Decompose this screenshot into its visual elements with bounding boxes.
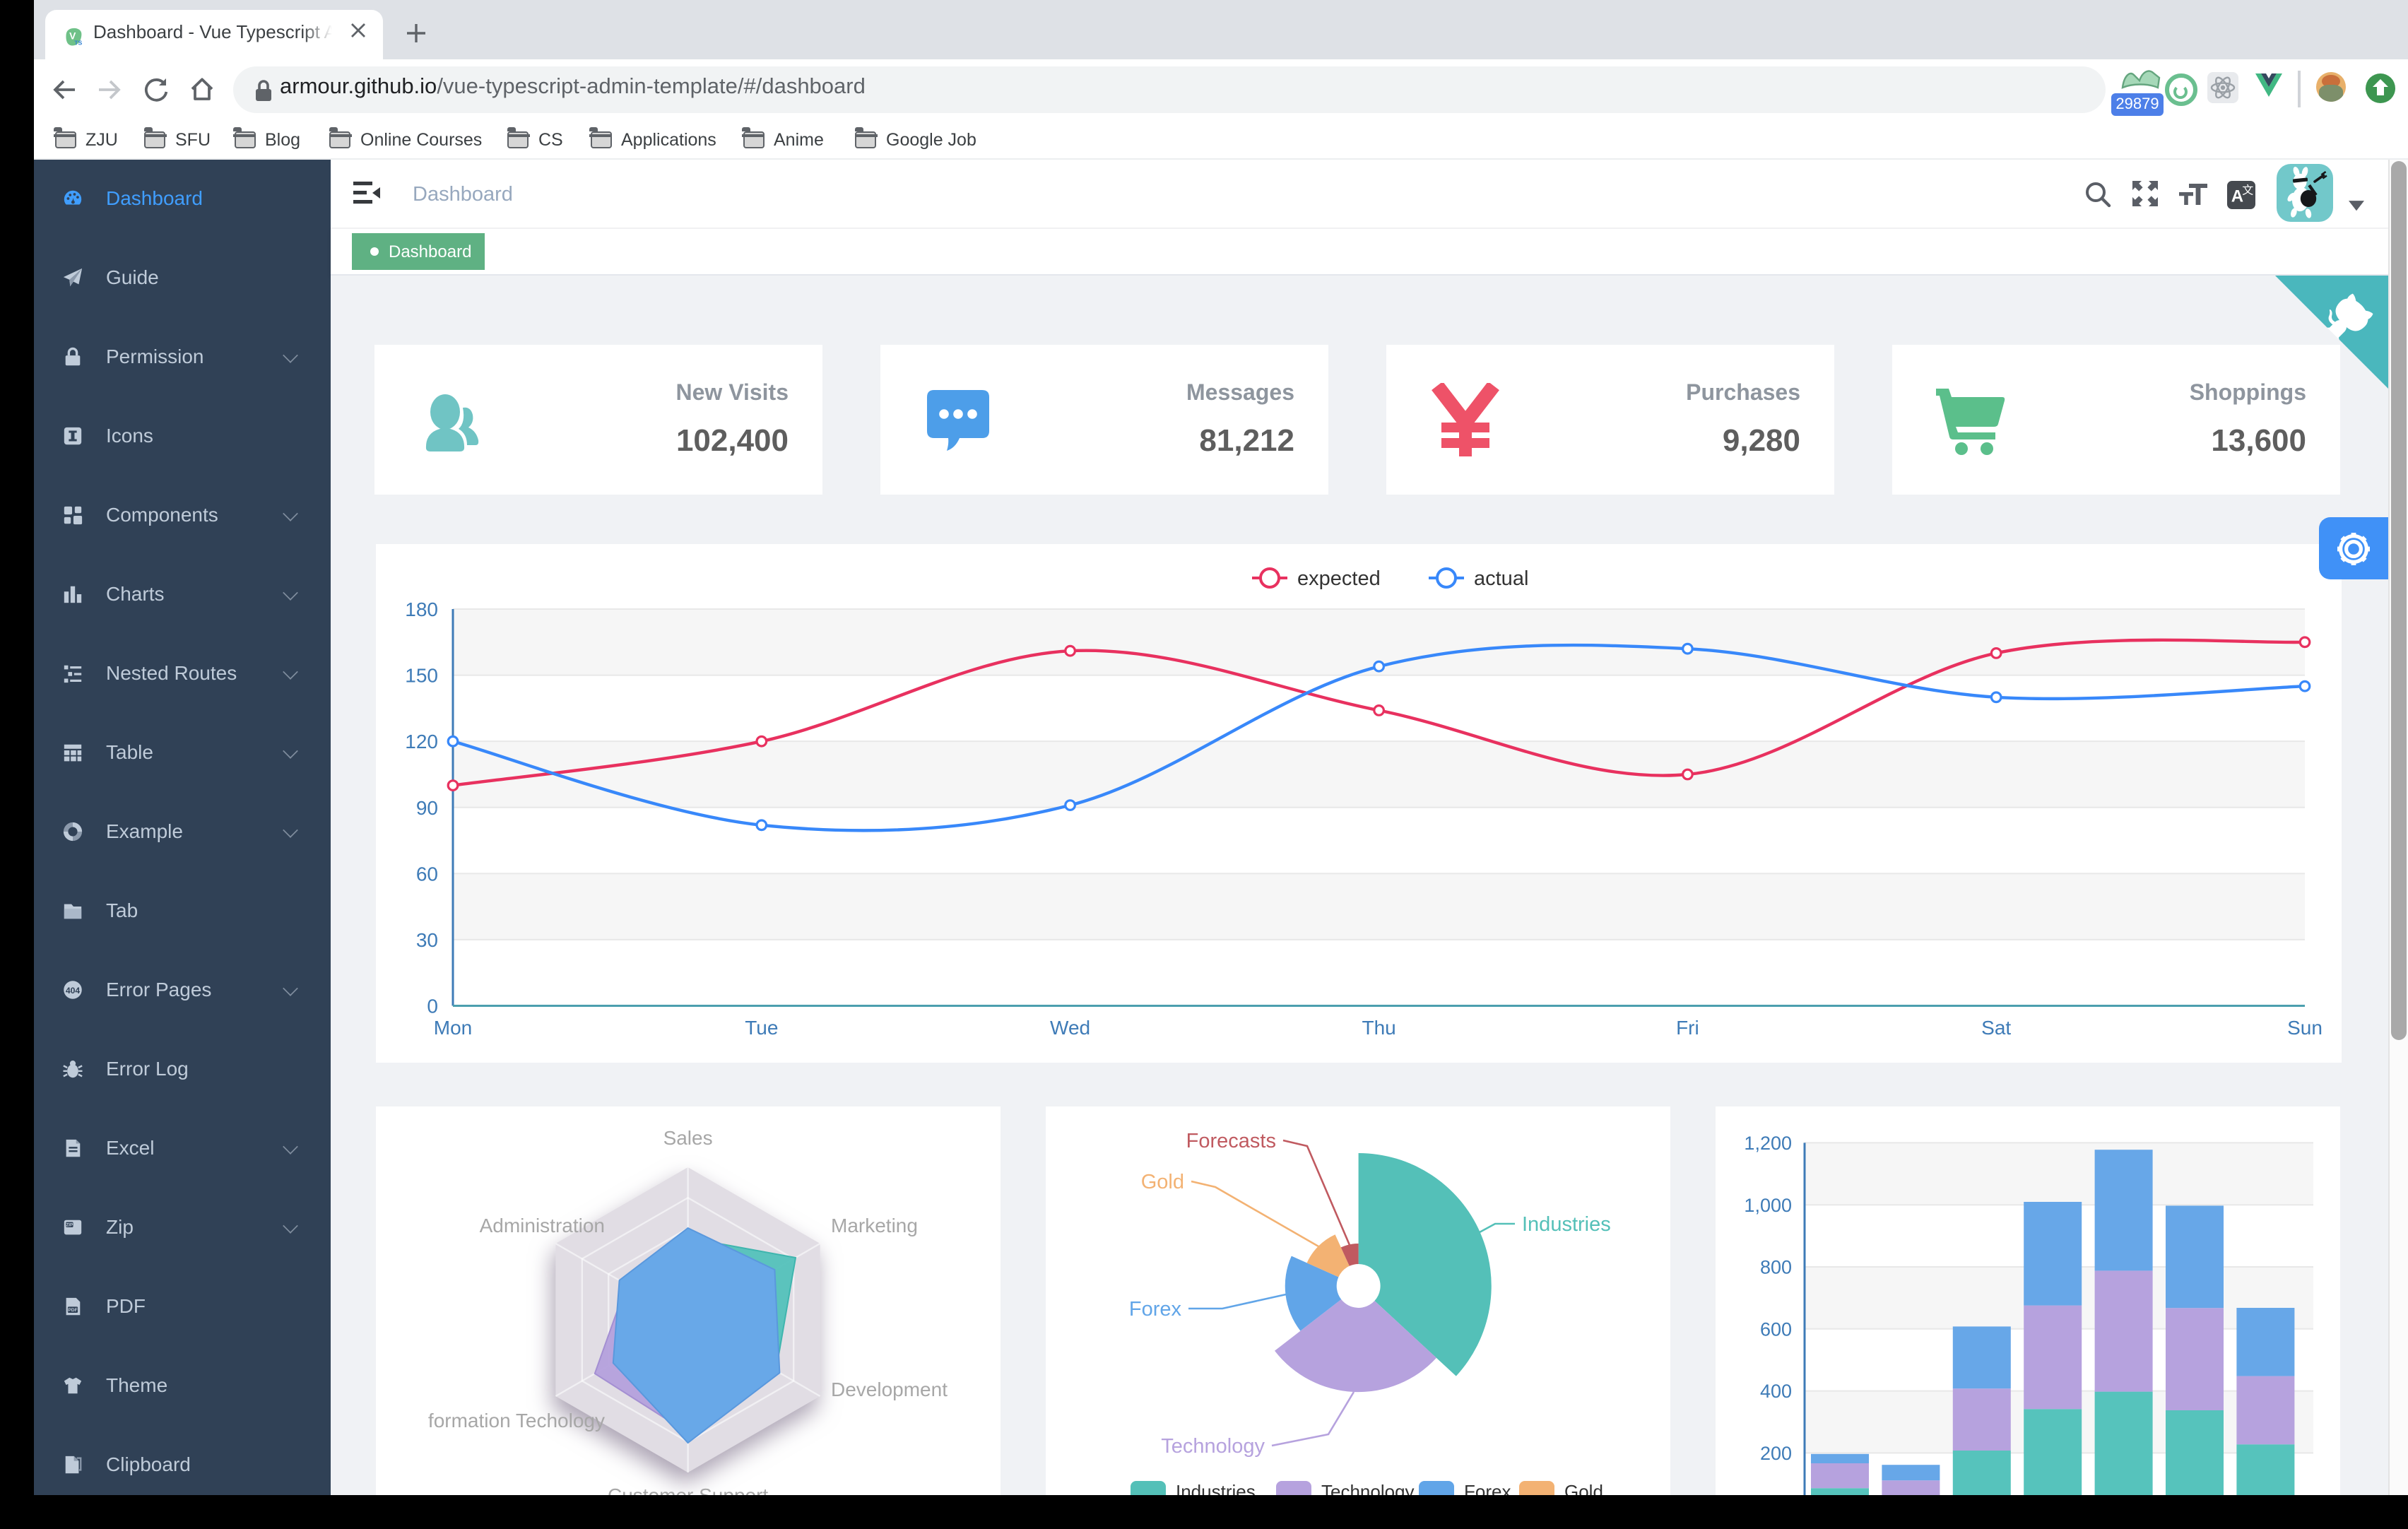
svg-text:Gold: Gold bbox=[1141, 1171, 1184, 1193]
svg-text:600: 600 bbox=[1761, 1318, 1793, 1340]
svg-text:150: 150 bbox=[405, 665, 438, 687]
svg-text:Development: Development bbox=[832, 1379, 948, 1400]
svg-text:Industries: Industries bbox=[1523, 1213, 1612, 1236]
svg-text:Sales: Sales bbox=[663, 1127, 713, 1149]
svg-text:文: 文 bbox=[2242, 184, 2253, 196]
svg-text:180: 180 bbox=[405, 598, 438, 620]
svg-text:actual: actual bbox=[1474, 567, 1528, 590]
svg-text:PDF: PDF bbox=[68, 1307, 78, 1312]
svg-text:30: 30 bbox=[416, 929, 438, 951]
svg-text:Sat: Sat bbox=[1981, 1017, 2011, 1039]
svg-text:Tue: Tue bbox=[745, 1017, 778, 1039]
svg-text:120: 120 bbox=[405, 731, 438, 752]
svg-text:expected: expected bbox=[1297, 567, 1381, 590]
svg-text:Fri: Fri bbox=[1676, 1017, 1699, 1039]
svg-text:Forecasts: Forecasts bbox=[1186, 1130, 1276, 1152]
svg-text:Forex: Forex bbox=[1130, 1298, 1183, 1321]
svg-text:1,200: 1,200 bbox=[1745, 1133, 1793, 1154]
svg-text:Technology: Technology bbox=[1162, 1435, 1265, 1458]
svg-text:400: 400 bbox=[1761, 1381, 1793, 1402]
svg-text:90: 90 bbox=[416, 797, 438, 819]
svg-text:A: A bbox=[2231, 187, 2243, 206]
svg-text:Thu: Thu bbox=[1362, 1017, 1395, 1039]
svg-text:0: 0 bbox=[427, 996, 438, 1017]
svg-text:formation Techology: formation Techology bbox=[428, 1410, 605, 1431]
svg-text:Wed: Wed bbox=[1050, 1017, 1090, 1039]
svg-text:Marketing: Marketing bbox=[832, 1215, 919, 1236]
svg-text:800: 800 bbox=[1761, 1257, 1793, 1278]
svg-text:V: V bbox=[69, 30, 76, 41]
svg-text:60: 60 bbox=[416, 863, 438, 885]
svg-text:TS: TS bbox=[74, 39, 82, 46]
svg-text:404: 404 bbox=[66, 985, 81, 995]
svg-text:200: 200 bbox=[1761, 1443, 1793, 1464]
svg-text:Mon: Mon bbox=[434, 1017, 472, 1039]
svg-text:1,000: 1,000 bbox=[1745, 1195, 1793, 1216]
svg-text:ZIP: ZIP bbox=[66, 1222, 73, 1227]
svg-text:Sun: Sun bbox=[2287, 1017, 2323, 1039]
svg-text:Administration: Administration bbox=[480, 1215, 605, 1236]
